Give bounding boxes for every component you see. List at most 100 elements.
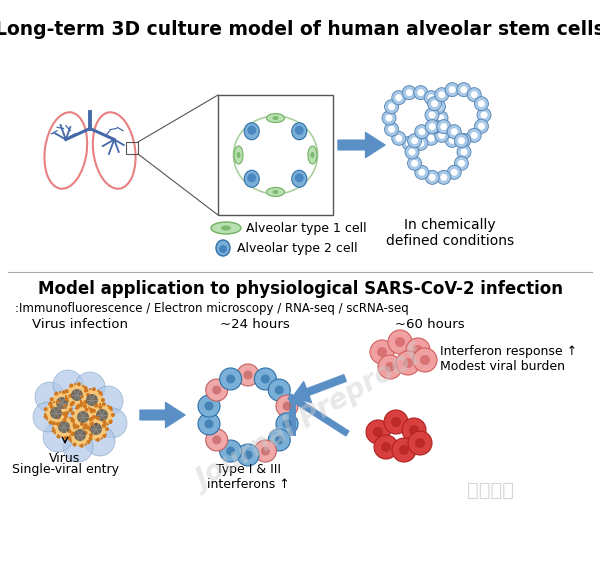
Circle shape [212, 435, 221, 444]
Circle shape [70, 418, 74, 422]
Circle shape [418, 128, 425, 135]
Circle shape [91, 404, 113, 426]
Circle shape [457, 83, 471, 97]
Circle shape [276, 395, 298, 417]
Circle shape [449, 137, 456, 144]
Circle shape [71, 411, 74, 415]
Circle shape [35, 382, 65, 412]
Circle shape [76, 424, 79, 428]
Circle shape [424, 90, 438, 105]
Circle shape [429, 123, 436, 130]
Circle shape [98, 405, 103, 409]
Circle shape [65, 411, 69, 415]
Circle shape [109, 406, 112, 410]
Circle shape [475, 119, 488, 133]
Circle shape [96, 409, 108, 421]
Circle shape [68, 408, 73, 412]
Text: Type I & III
interferons ↑: Type I & III interferons ↑ [206, 463, 289, 491]
Ellipse shape [266, 114, 284, 122]
Circle shape [64, 436, 68, 440]
Circle shape [74, 429, 86, 441]
Circle shape [58, 421, 70, 433]
Circle shape [56, 435, 61, 439]
Circle shape [377, 347, 387, 357]
Circle shape [71, 389, 83, 401]
Ellipse shape [308, 146, 317, 164]
Circle shape [53, 416, 75, 438]
Circle shape [366, 420, 390, 444]
Circle shape [481, 112, 487, 118]
Circle shape [438, 132, 445, 139]
Circle shape [247, 126, 256, 135]
Circle shape [275, 386, 284, 394]
Text: ~24 hours: ~24 hours [220, 318, 290, 331]
Circle shape [63, 392, 93, 422]
Circle shape [44, 415, 47, 419]
Circle shape [226, 447, 235, 456]
Circle shape [406, 140, 413, 147]
Circle shape [467, 88, 481, 102]
Circle shape [458, 160, 465, 167]
Text: ~60 hours: ~60 hours [395, 318, 465, 331]
Circle shape [435, 129, 449, 142]
Circle shape [77, 382, 81, 386]
Circle shape [198, 413, 220, 435]
Circle shape [76, 406, 79, 410]
Circle shape [428, 119, 442, 133]
Circle shape [85, 418, 107, 440]
Circle shape [56, 397, 68, 409]
Circle shape [205, 402, 214, 411]
Circle shape [431, 122, 445, 137]
Circle shape [70, 432, 74, 436]
Circle shape [69, 424, 91, 446]
Circle shape [475, 97, 488, 111]
Circle shape [411, 160, 418, 167]
Circle shape [89, 418, 92, 422]
Circle shape [50, 397, 53, 401]
Circle shape [212, 386, 221, 394]
Circle shape [93, 386, 123, 416]
Circle shape [447, 166, 461, 179]
Circle shape [409, 425, 419, 435]
Circle shape [431, 123, 438, 130]
Circle shape [381, 442, 391, 452]
Circle shape [92, 387, 96, 391]
Text: Virus infection: Virus infection [32, 318, 128, 331]
Ellipse shape [310, 152, 314, 158]
Circle shape [65, 389, 68, 393]
Circle shape [75, 372, 105, 402]
Circle shape [56, 415, 61, 419]
Circle shape [81, 389, 103, 411]
Circle shape [449, 86, 456, 93]
Circle shape [83, 404, 87, 408]
Circle shape [237, 364, 259, 386]
Circle shape [83, 400, 88, 404]
Ellipse shape [292, 123, 307, 140]
Circle shape [206, 379, 228, 401]
Circle shape [86, 394, 98, 406]
Ellipse shape [236, 152, 241, 158]
Circle shape [414, 137, 428, 150]
Circle shape [370, 340, 394, 364]
Circle shape [406, 89, 413, 96]
Circle shape [435, 103, 442, 110]
Circle shape [295, 126, 304, 135]
Circle shape [396, 351, 420, 375]
Circle shape [51, 392, 73, 414]
Circle shape [70, 402, 74, 406]
Circle shape [220, 368, 242, 390]
Circle shape [378, 355, 402, 379]
Text: Model application to physiological SARS-CoV-2 infection: Model application to physiological SARS-… [37, 280, 563, 298]
Circle shape [373, 427, 383, 437]
Circle shape [77, 404, 81, 408]
Circle shape [425, 119, 439, 134]
Circle shape [89, 422, 94, 426]
Circle shape [89, 433, 93, 437]
Circle shape [283, 402, 292, 411]
Circle shape [90, 423, 102, 435]
Circle shape [43, 422, 73, 452]
Circle shape [461, 149, 467, 155]
Circle shape [295, 173, 304, 182]
Circle shape [392, 131, 406, 145]
Circle shape [428, 135, 435, 142]
